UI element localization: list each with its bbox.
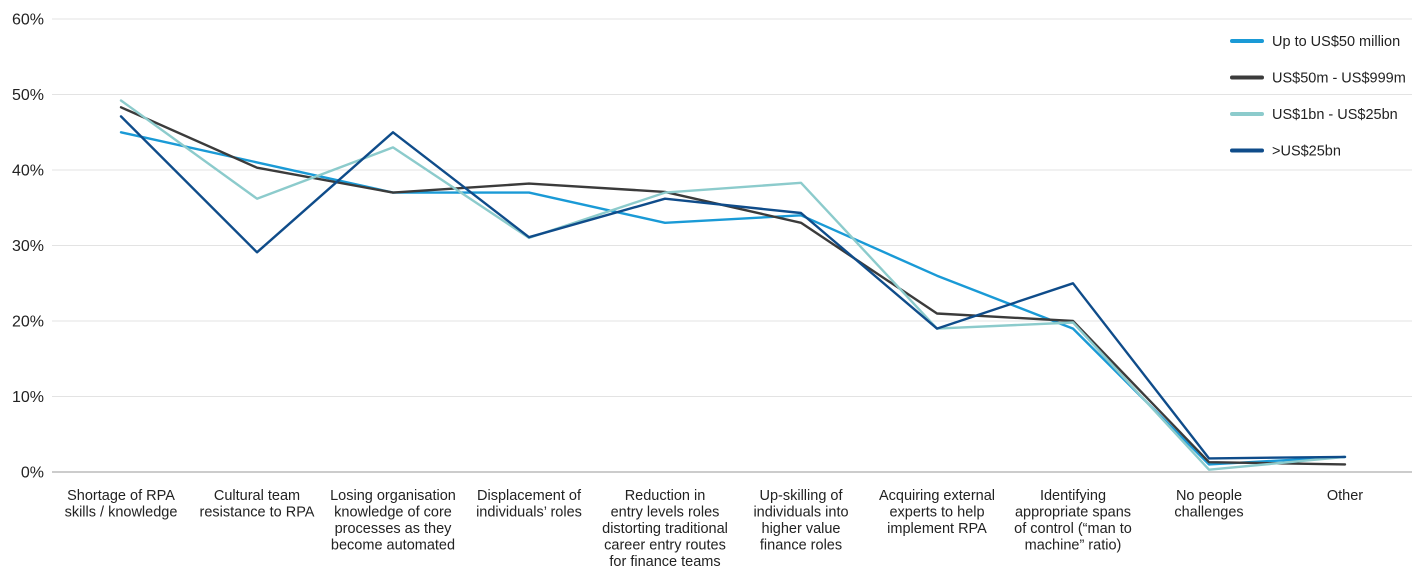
x-category-label: No people challenges [1174, 488, 1243, 521]
x-category-label: Displacement of individuals’ roles [476, 488, 582, 521]
series-line-3 [119, 99, 1347, 471]
series-line-4 [119, 115, 1347, 460]
y-tick-label: 50% [12, 87, 44, 104]
x-category-label-line: Acquiring external [879, 488, 995, 504]
x-category-label-line: No people [1176, 488, 1242, 504]
x-category-label-line: become automated [331, 538, 455, 554]
series-line-1 [119, 131, 1347, 466]
x-category-label-line: machine” ratio) [1025, 538, 1122, 554]
x-category-label-line: skills / knowledge [65, 505, 178, 521]
x-category-label-line: entry levels roles [611, 505, 720, 521]
x-category-label-line: Identifying [1040, 488, 1106, 504]
x-category-label: Other [1327, 488, 1363, 504]
x-category-label-line: experts to help [889, 505, 984, 521]
x-category-label-line: challenges [1174, 505, 1243, 521]
x-category-label-line: individuals’ roles [476, 505, 582, 521]
legend-label: US$1bn - US$25bn [1272, 107, 1398, 123]
x-category-label: Cultural team resistance to RPA [200, 488, 315, 521]
x-category-label-line: Cultural team [214, 488, 300, 504]
x-category-label-line: individuals into [753, 505, 848, 521]
y-tick-label: 40% [12, 163, 44, 180]
x-category-label-line: Displacement of [477, 488, 582, 504]
gridlines [52, 18, 1412, 473]
x-category-label-line: Other [1327, 488, 1363, 504]
series-line-2 [119, 106, 1347, 466]
x-category-label-line: appropriate spans [1015, 505, 1131, 521]
x-category-label-line: Up-skilling of [760, 488, 844, 504]
legend-label: Up to US$50 million [1272, 34, 1400, 50]
x-category-label-line: career entry routes [604, 538, 726, 554]
x-category-label-line: processes as they [335, 521, 453, 537]
x-category-label: Identifying appropriate spans of control (… [1014, 488, 1132, 554]
y-tick-label: 10% [12, 389, 44, 406]
x-category-label-line: for finance teams [609, 554, 720, 570]
x-category-label-line: knowledge of core [334, 505, 452, 521]
series-lines [119, 99, 1347, 471]
x-axis-category-labels: Shortage of RPA skills / knowledge Cultura… [65, 488, 1364, 570]
y-tick-label: 60% [12, 12, 44, 29]
x-category-label-line: implement RPA [887, 521, 987, 537]
x-category-label-line: Losing organisation [330, 488, 456, 504]
x-category-label: Up-skilling of individuals into higher val… [753, 488, 848, 554]
x-category-label: Shortage of RPA skills / knowledge [65, 488, 178, 521]
y-tick-label: 20% [12, 314, 44, 331]
legend-label: >US$25bn [1272, 144, 1341, 160]
x-category-label-line: distorting traditional [602, 521, 728, 537]
x-category-label-line: higher value [762, 521, 841, 537]
y-tick-label: 30% [12, 238, 44, 255]
y-tick-label: 0% [21, 465, 44, 482]
x-category-label: Acquiring external experts to help impleme… [879, 488, 995, 537]
x-category-label-line: resistance to RPA [200, 505, 315, 521]
x-category-label-line: Reduction in [625, 488, 706, 504]
x-category-label-line: Shortage of RPA [67, 488, 175, 504]
x-category-label: Reduction in entry levels roles distorting… [602, 488, 728, 570]
y-axis-tick-labels: 0% 10% 20% 30% 40% 50% 60% [12, 12, 44, 482]
legend: Up to US$50 million US$50m - US$999m US$1b… [1230, 34, 1406, 160]
x-category-label-line: of control (“man to [1014, 521, 1132, 537]
x-category-label-line: finance roles [760, 538, 842, 554]
legend-label: US$50m - US$999m [1272, 71, 1406, 87]
x-category-label: Losing organisation knowledge of core proc… [330, 488, 456, 554]
